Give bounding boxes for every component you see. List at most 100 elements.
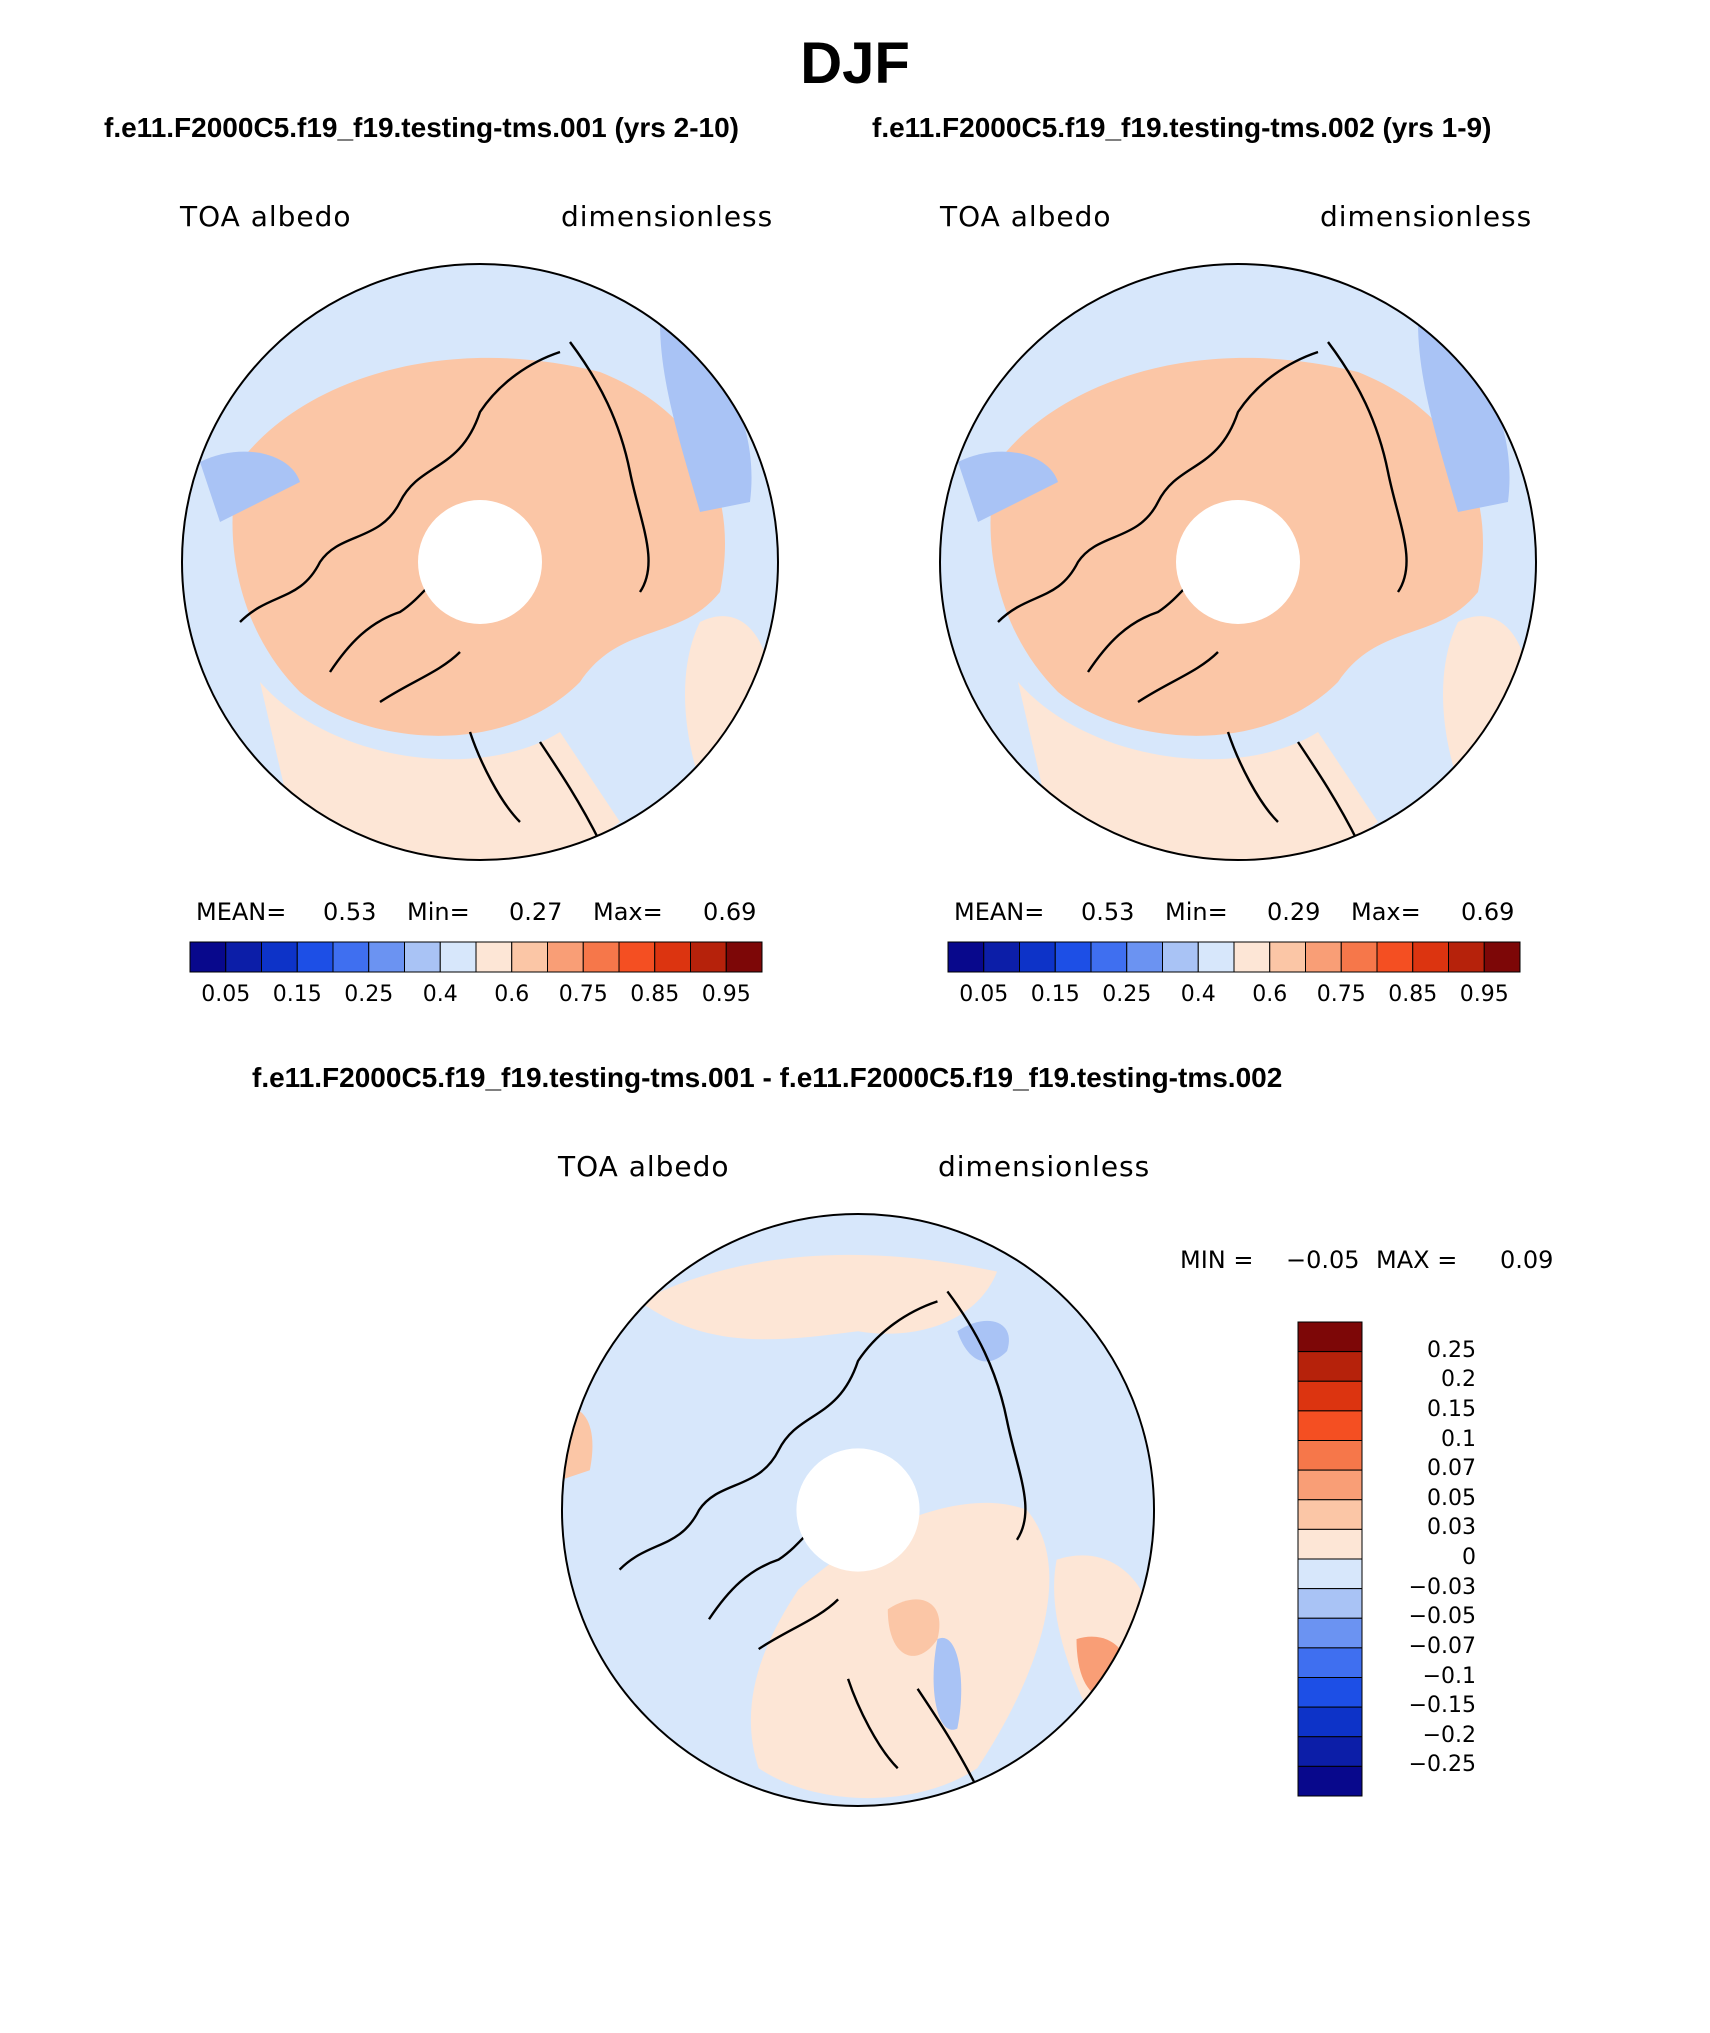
diff-colorbar-tick-label: 0.05 xyxy=(1427,1485,1476,1511)
panel-1-colorbar-tick-label: 0.6 xyxy=(494,982,530,1007)
panel-2-moderate-albedo-region xyxy=(1018,682,1378,860)
panel-2-colorbar xyxy=(947,941,1521,973)
diff-colorbar-tick-label: 0.03 xyxy=(1427,1515,1476,1541)
panel-2-colorbar-box xyxy=(983,941,1020,973)
diff-colorbar-box xyxy=(1297,1706,1363,1738)
diff-max-label: MAX = xyxy=(1376,1246,1458,1274)
diff-moderate-positive-patch xyxy=(887,1599,940,1656)
panel-1-mean-label: MEAN= xyxy=(196,898,287,926)
panel-1-min-value: 0.27 xyxy=(509,898,563,926)
diff-colorbar-tick-label: −0.03 xyxy=(1408,1574,1476,1600)
panel-1-low-albedo-region xyxy=(660,322,752,512)
panel-1-colorbar-ticks: 0.05 0.15 0.25 0.4 0.6 0.75 0.85 0.95 xyxy=(188,982,768,1012)
panel-2-colorbar-tick-label: 0.95 xyxy=(1459,982,1509,1007)
diff-polar-hole xyxy=(796,1448,920,1572)
diff-positive-region-north xyxy=(639,1254,998,1340)
diff-colorbar-box xyxy=(1297,1380,1363,1412)
diff-colorbar-box xyxy=(1297,1440,1363,1471)
diff-colorbar-tick-label: −0.15 xyxy=(1408,1693,1476,1719)
diff-colorbar-tick-label: −0.2 xyxy=(1422,1722,1476,1748)
panel-1-colorbar-box xyxy=(690,941,727,973)
diff-colorbar-tick-label: −0.1 xyxy=(1422,1663,1476,1689)
panel-1-colorbar-box xyxy=(368,941,405,973)
panel-1-max-value: 0.69 xyxy=(703,898,757,926)
panel-1-polar-hole xyxy=(418,500,542,624)
diff-max-value: 0.09 xyxy=(1500,1246,1554,1274)
panel-2-moderate-albedo-region-east xyxy=(1443,616,1530,782)
panel-1-colorbar-box xyxy=(511,941,548,973)
panel-1-colorbar-box xyxy=(475,941,513,973)
panel-1-coastline xyxy=(239,341,650,843)
panel-2-coastline xyxy=(997,341,1408,843)
panel-1-moderate-albedo-region xyxy=(260,682,620,860)
panel-1-colorbar-box xyxy=(261,941,298,973)
diff-coastline xyxy=(618,1290,1027,1789)
panel-2-max-value: 0.69 xyxy=(1461,898,1515,926)
diff-colorbar-tick-label: −0.25 xyxy=(1408,1752,1476,1778)
panel-2-colorbar-box xyxy=(947,941,985,973)
panel-1-colorbar-tick-label: 0.15 xyxy=(272,982,322,1007)
panel-2-mean-label: MEAN= xyxy=(954,898,1045,926)
diff-colorbar-box xyxy=(1297,1588,1363,1619)
diff-colorbar-box xyxy=(1297,1617,1363,1649)
diff-colorbar-box xyxy=(1297,1765,1363,1797)
panel-2-colorbar-box xyxy=(1054,941,1092,973)
panel-1-colorbar-tick-label: 0.95 xyxy=(701,982,751,1007)
diff-colorbar-box xyxy=(1297,1499,1363,1530)
panel-2-colorbar-box xyxy=(1412,941,1449,973)
panel-1-colorbar-tick-label: 0.25 xyxy=(344,982,394,1007)
diff-colorbar-tick-label: 0.15 xyxy=(1427,1396,1476,1422)
panel-2-low-albedo-region xyxy=(1418,322,1510,512)
panel-1-colorbar-box xyxy=(654,941,691,973)
diff-positive-region-europe xyxy=(750,1502,1050,1799)
panel-2-colorbar-box xyxy=(1305,941,1342,973)
panel-1-moderate-albedo-region-east xyxy=(685,616,772,782)
diff-colorbar-box xyxy=(1297,1528,1363,1560)
panel-1-colorbar-box xyxy=(439,941,477,973)
diff-colorbar-tick-label: 0.25 xyxy=(1427,1337,1476,1363)
diff-colorbar-box xyxy=(1297,1677,1363,1708)
diff-colorbar-tick-label: −0.07 xyxy=(1408,1633,1476,1659)
panel-1-max-label: Max= xyxy=(593,898,663,926)
diff-field-label: TOA albedo xyxy=(558,1150,730,1183)
panel-2-colorbar-box xyxy=(1019,941,1056,973)
panel-2-low-albedo-region-west xyxy=(958,451,1058,522)
panel-1-mean-value: 0.53 xyxy=(323,898,377,926)
panel-1-units-label: dimensionless xyxy=(561,200,774,233)
diff-colorbar-box xyxy=(1297,1351,1363,1382)
diff-colorbar-box xyxy=(1297,1647,1363,1678)
panel-2-colorbar-box xyxy=(1233,941,1271,973)
panel-2-colorbar-ticks: 0.05 0.15 0.25 0.4 0.6 0.75 0.85 0.95 xyxy=(946,982,1526,1012)
diff-negative-patch-north xyxy=(957,1320,1009,1362)
panel-2-colorbar-tick-label: 0.85 xyxy=(1388,982,1438,1007)
diff-colorbar-box xyxy=(1297,1736,1363,1767)
panel-2-colorbar-tick-label: 0.4 xyxy=(1180,982,1216,1007)
figure-title: DJF xyxy=(800,31,910,96)
diff-colorbar-tick-label: 0.07 xyxy=(1427,1456,1476,1482)
panel-2-colorbar-tick-label: 0.25 xyxy=(1102,982,1152,1007)
panel-2-units-label: dimensionless xyxy=(1320,200,1533,233)
panel-1-colorbar-box xyxy=(618,941,656,973)
panel-1-colorbar-box xyxy=(582,941,620,973)
panel-1-case-title: f.e11.F2000C5.f19_f19.testing-tms.001 (y… xyxy=(104,112,739,143)
panel-1-colorbar-box xyxy=(296,941,334,973)
panel-2-mean-value: 0.53 xyxy=(1081,898,1135,926)
panel-2-polar-hole xyxy=(1176,500,1300,624)
diff-negative-patch xyxy=(933,1637,962,1730)
panel-2-max-label: Max= xyxy=(1351,898,1421,926)
diff-colorbar-tick-label: 0.1 xyxy=(1441,1426,1476,1452)
diff-units-label: dimensionless xyxy=(938,1150,1151,1183)
panel-1-colorbar-box xyxy=(332,941,370,973)
panel-1-colorbar-box xyxy=(404,941,441,973)
diff-title: f.e11.F2000C5.f19_f19.testing-tms.001 - … xyxy=(252,1062,1283,1093)
panel-2-colorbar-box xyxy=(1126,941,1163,973)
panel-1-colorbar-box xyxy=(189,941,227,973)
diff-colorbar-box xyxy=(1297,1410,1363,1441)
panel-1-colorbar-tick-label: 0.05 xyxy=(201,982,251,1007)
panel-2-colorbar-tick-label: 0.6 xyxy=(1252,982,1288,1007)
panel-2-polar-map xyxy=(939,263,1537,861)
diff-colorbar-tick-label: 0.2 xyxy=(1441,1367,1476,1393)
panel-2-colorbar-box xyxy=(1269,941,1306,973)
panel-2-colorbar-box xyxy=(1090,941,1128,973)
panel-2-colorbar-tick-label: 0.15 xyxy=(1030,982,1080,1007)
